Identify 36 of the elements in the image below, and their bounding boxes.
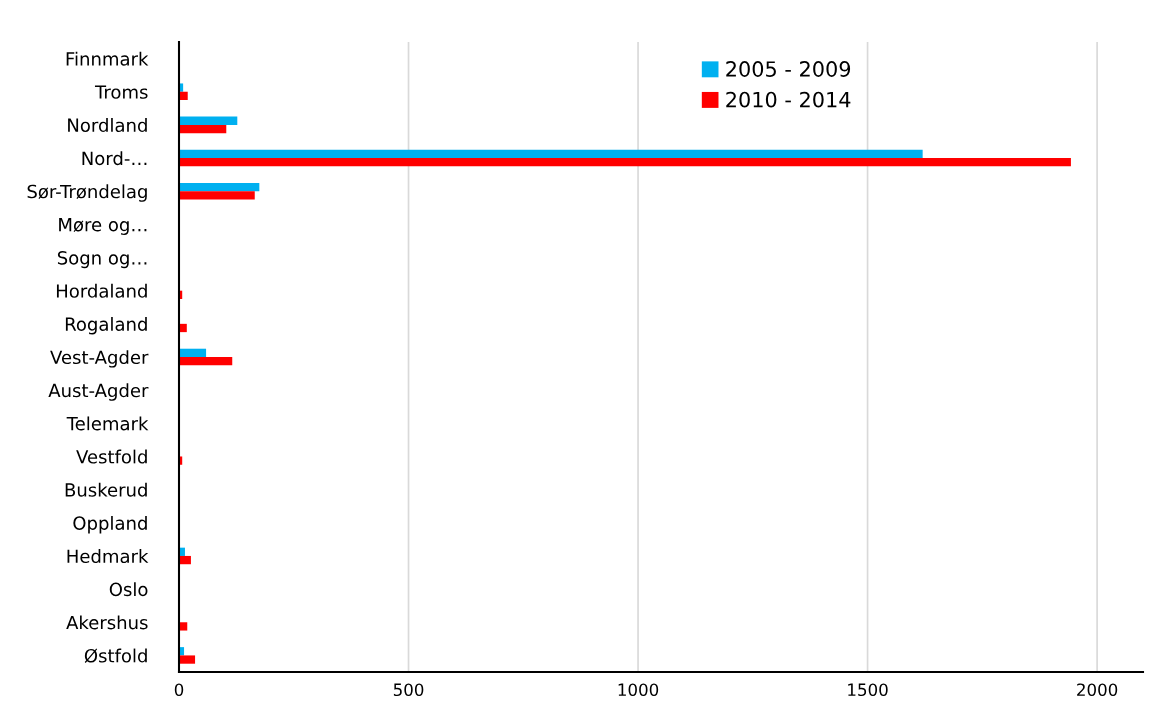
y-tick-label: Oppland [73, 515, 147, 534]
y-tick-label: Aust-Agder [48, 383, 149, 401]
bar [179, 348, 207, 357]
bar [179, 357, 233, 366]
y-tick-label: Buskerud [65, 482, 147, 497]
y-tick-label: Troms [94, 85, 148, 99]
legend-label: 2005 - 2009 [726, 61, 851, 77]
legend-label: 2010 - 2014 [726, 91, 851, 108]
bar [179, 116, 238, 125]
x-tick-label: 2000 [1077, 683, 1118, 697]
bar [179, 149, 923, 159]
x-tick-label: 1500 [848, 683, 888, 697]
y-tick-label: Østfold [84, 648, 147, 663]
y-tick-label: Sør-Trøndelag [27, 184, 147, 202]
y-tick-label: Akershus [66, 615, 148, 630]
bar [179, 182, 260, 192]
x-tick-label: 1000 [618, 683, 659, 697]
bar [179, 158, 1071, 167]
y-tick-label: Nordland [68, 118, 147, 133]
bar [179, 622, 188, 631]
y-tick-label: Vest-Agder [50, 350, 149, 368]
y-tick-label: Møre og… [59, 218, 147, 235]
bar [179, 655, 196, 664]
x-tick-label: 0 [174, 683, 184, 697]
y-tick-label: Finnmark [66, 51, 149, 66]
y-tick-label: Oslo [109, 582, 148, 597]
y-tick-label: Sogn og… [57, 250, 147, 269]
y-tick-label: Vestfold [76, 449, 147, 464]
y-tick-label: Hedmark [67, 549, 149, 564]
y-tick-label: Telemark [66, 416, 149, 431]
bar [179, 191, 255, 200]
y-tick-label: Nord-… [82, 151, 147, 166]
bar [179, 124, 227, 134]
y-tick-label: Hordaland [56, 283, 147, 298]
y-tick-label: Rogaland [65, 316, 147, 335]
x-tick-label: 500 [393, 683, 424, 697]
